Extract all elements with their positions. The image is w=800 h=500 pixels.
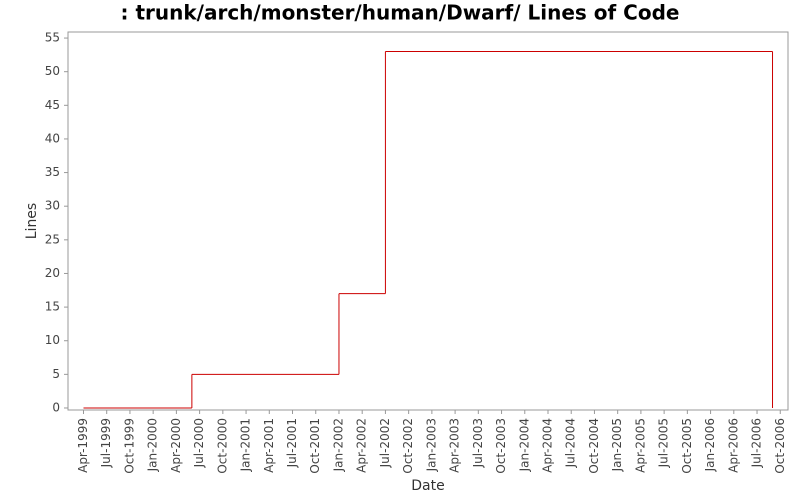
y-tick-label: 55 bbox=[45, 31, 60, 45]
y-axis-label: Lines bbox=[24, 203, 40, 239]
x-tick-label: Oct-1999 bbox=[122, 418, 136, 474]
x-tick-label: Jul-2002 bbox=[378, 418, 392, 468]
x-tick-label: Jul-2003 bbox=[471, 418, 485, 468]
y-tick-label: 45 bbox=[45, 98, 60, 112]
x-tick-label: Oct-2005 bbox=[680, 418, 694, 474]
x-tick-label: Oct-2000 bbox=[215, 418, 229, 474]
y-tick-label: 5 bbox=[52, 367, 60, 381]
x-tick-label: Jan-2006 bbox=[703, 418, 717, 472]
y-tick-label: 10 bbox=[45, 333, 60, 347]
x-tick-label: Oct-2002 bbox=[401, 418, 415, 474]
x-tick-label: Jan-2005 bbox=[610, 418, 624, 472]
x-tick-label: Oct-2006 bbox=[773, 418, 787, 474]
y-tick-label: 0 bbox=[52, 400, 60, 414]
x-tick-label: Jul-2004 bbox=[564, 418, 578, 468]
x-tick-label: Jan-2000 bbox=[146, 418, 160, 472]
x-tick-label: Apr-2000 bbox=[169, 418, 183, 473]
chart-title: : trunk/arch/monster/human/Dwarf/ Lines … bbox=[121, 1, 680, 25]
y-tick-label: 50 bbox=[45, 64, 60, 78]
x-tick-label: Jul-1999 bbox=[99, 418, 113, 468]
x-axis-label: Date bbox=[411, 478, 444, 494]
x-tick-label: Oct-2001 bbox=[308, 418, 322, 474]
x-tick-label: Oct-2004 bbox=[587, 418, 601, 474]
x-tick-label: Apr-2006 bbox=[726, 418, 740, 473]
y-tick-label: 35 bbox=[45, 165, 60, 179]
x-tick-label: Apr-1999 bbox=[76, 418, 90, 473]
y-tick-label: 30 bbox=[45, 199, 60, 213]
x-tick-label: Jul-2001 bbox=[285, 418, 299, 468]
x-tick-label: Apr-2005 bbox=[633, 418, 647, 473]
y-tick-label: 25 bbox=[45, 232, 60, 246]
x-tick-label: Jan-2003 bbox=[424, 418, 438, 472]
x-tick-label: Jan-2002 bbox=[331, 418, 345, 472]
x-tick-label: Jul-2006 bbox=[750, 418, 764, 468]
plot-area bbox=[67, 31, 789, 411]
y-tick-label: 15 bbox=[45, 300, 60, 314]
x-tick-label: Apr-2002 bbox=[355, 418, 369, 473]
x-tick-label: Jul-2005 bbox=[657, 418, 671, 468]
x-tick-label: Apr-2001 bbox=[262, 418, 276, 473]
x-tick-label: Apr-2004 bbox=[541, 418, 555, 473]
x-tick-label: Oct-2003 bbox=[494, 418, 508, 474]
y-tick-label: 20 bbox=[45, 266, 60, 280]
x-tick-label: Jan-2004 bbox=[517, 418, 531, 472]
y-tick-label: 40 bbox=[45, 131, 60, 145]
x-tick-label: Apr-2003 bbox=[448, 418, 462, 473]
x-tick-label: Jul-2000 bbox=[192, 418, 206, 468]
x-tick-label: Jan-2001 bbox=[239, 418, 253, 472]
